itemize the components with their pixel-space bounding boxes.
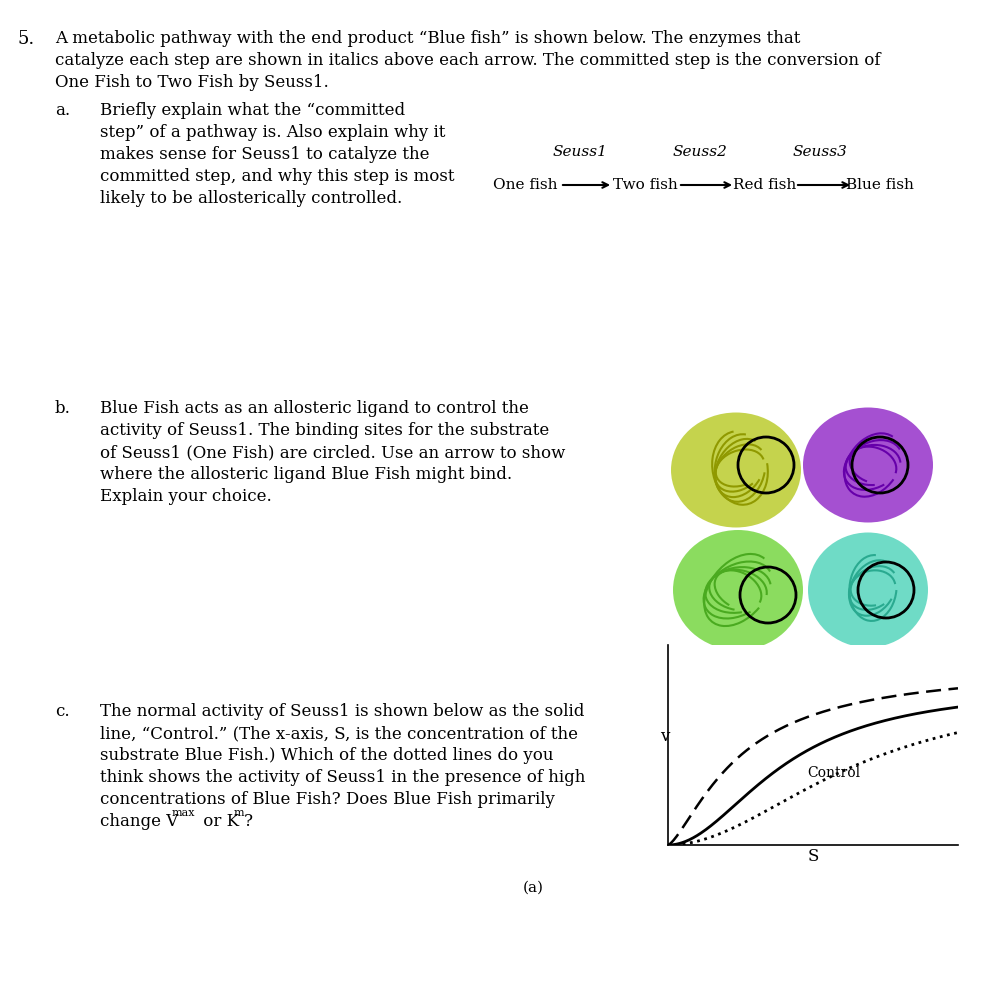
Text: of Seuss1 (One Fish) are circled. Use an arrow to show: of Seuss1 (One Fish) are circled. Use an… xyxy=(100,444,565,461)
Y-axis label: v: v xyxy=(661,728,670,745)
Text: makes sense for Seuss1 to catalyze the: makes sense for Seuss1 to catalyze the xyxy=(100,146,430,163)
Ellipse shape xyxy=(671,413,801,528)
Text: think shows the activity of Seuss1 in the presence of high: think shows the activity of Seuss1 in th… xyxy=(100,769,585,786)
Text: The normal activity of Seuss1 is shown below as the solid: The normal activity of Seuss1 is shown b… xyxy=(100,703,584,720)
Text: line, “Control.” (The x-axis, S, is the concentration of the: line, “Control.” (The x-axis, S, is the … xyxy=(100,725,578,742)
Text: activity of Seuss1. The binding sites for the substrate: activity of Seuss1. The binding sites fo… xyxy=(100,422,549,439)
Text: substrate Blue Fish.) Which of the dotted lines do you: substrate Blue Fish.) Which of the dotte… xyxy=(100,747,553,764)
Text: b.: b. xyxy=(55,400,70,417)
X-axis label: S: S xyxy=(807,848,819,865)
Text: step” of a pathway is. Also explain why it: step” of a pathway is. Also explain why … xyxy=(100,124,446,141)
Text: (a): (a) xyxy=(523,881,544,895)
Ellipse shape xyxy=(803,408,933,523)
Text: Red fish: Red fish xyxy=(733,178,797,192)
Ellipse shape xyxy=(808,533,928,648)
Text: One fish: One fish xyxy=(493,178,557,192)
Text: A metabolic pathway with the end product “Blue fish” is shown below. The enzymes: A metabolic pathway with the end product… xyxy=(55,30,801,47)
Text: Seuss2: Seuss2 xyxy=(673,145,727,159)
Text: catalyze each step are shown in italics above each arrow. The committed step is : catalyze each step are shown in italics … xyxy=(55,52,880,69)
Text: a.: a. xyxy=(55,102,70,119)
Text: Seuss1: Seuss1 xyxy=(552,145,608,159)
Text: where the allosteric ligand Blue Fish might bind.: where the allosteric ligand Blue Fish mi… xyxy=(100,466,512,483)
Text: Control: Control xyxy=(807,766,860,780)
Text: change V: change V xyxy=(100,813,178,830)
Text: Explain your choice.: Explain your choice. xyxy=(100,488,272,505)
Text: 5.: 5. xyxy=(18,30,35,48)
Text: Briefly explain what the “committed: Briefly explain what the “committed xyxy=(100,102,405,119)
Text: One Fish to Two Fish by Seuss1.: One Fish to Two Fish by Seuss1. xyxy=(55,74,329,91)
Text: Blue Fish acts as an allosteric ligand to control the: Blue Fish acts as an allosteric ligand t… xyxy=(100,400,529,417)
Text: Seuss3: Seuss3 xyxy=(793,145,847,159)
Text: ?: ? xyxy=(244,813,253,830)
Text: m: m xyxy=(234,808,244,818)
Text: c.: c. xyxy=(55,703,69,720)
Text: Blue fish: Blue fish xyxy=(846,178,913,192)
Text: max: max xyxy=(172,808,195,818)
Text: likely to be allosterically controlled.: likely to be allosterically controlled. xyxy=(100,190,402,207)
Text: concentrations of Blue Fish? Does Blue Fish primarily: concentrations of Blue Fish? Does Blue F… xyxy=(100,791,555,808)
Text: or K: or K xyxy=(198,813,239,830)
Text: Two fish: Two fish xyxy=(613,178,677,192)
Text: committed step, and why this step is most: committed step, and why this step is mos… xyxy=(100,168,455,185)
Ellipse shape xyxy=(673,530,803,650)
